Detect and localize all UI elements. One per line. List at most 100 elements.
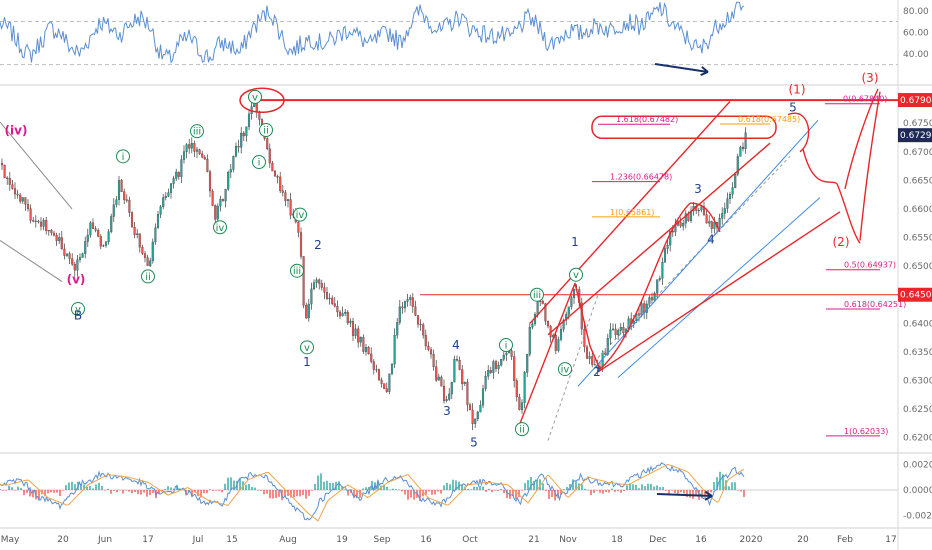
candle-body bbox=[401, 306, 404, 309]
macd-histogram-bar bbox=[26, 490, 28, 493]
candle-body bbox=[73, 264, 76, 271]
macd-histogram-bar bbox=[92, 488, 94, 490]
candle-body bbox=[341, 313, 344, 317]
red-wave-sketch bbox=[859, 91, 881, 241]
candle-body bbox=[640, 303, 643, 316]
red-wave-sketch bbox=[689, 202, 721, 233]
candle-body bbox=[84, 241, 87, 254]
fib-level-label: 0.618(0.64251) bbox=[844, 300, 906, 309]
candle-body bbox=[245, 126, 248, 137]
macd-histogram-bar bbox=[395, 489, 397, 490]
macd-histogram-bar bbox=[449, 484, 451, 490]
candle-body bbox=[424, 334, 427, 347]
wave-label-circle bbox=[569, 267, 583, 282]
wave-label-minor: iv bbox=[216, 223, 225, 234]
macd-histogram-bar bbox=[548, 490, 550, 499]
macd-histogram-bar bbox=[503, 490, 505, 494]
candle-body bbox=[3, 164, 6, 179]
candle-body bbox=[723, 208, 726, 214]
macd-histogram-bar bbox=[410, 490, 412, 498]
candle-body bbox=[718, 218, 721, 228]
wave-label-circle bbox=[213, 220, 227, 235]
red-wave-sketch bbox=[787, 112, 810, 153]
wave-label-circle bbox=[141, 269, 155, 284]
wave-label-circle bbox=[116, 149, 130, 164]
date-tick-label: 15 bbox=[226, 535, 237, 545]
macd-histogram-bar bbox=[668, 490, 670, 495]
wave-label-circle bbox=[293, 207, 307, 222]
trendline bbox=[0, 239, 63, 282]
macd-histogram-bar bbox=[86, 486, 88, 490]
candle-body bbox=[710, 221, 713, 229]
macd-histogram-bar bbox=[473, 486, 475, 490]
date-tick-label: Sep bbox=[374, 535, 391, 545]
candle-body bbox=[193, 143, 196, 152]
candle-body bbox=[336, 305, 339, 313]
red-wave-sketch bbox=[519, 282, 601, 424]
candle-body bbox=[474, 418, 477, 424]
candle-body bbox=[497, 365, 500, 369]
macd-histogram-bar bbox=[74, 484, 76, 490]
macd-histogram-bar bbox=[260, 490, 262, 491]
macd-histogram-bar bbox=[407, 490, 409, 500]
candle-body bbox=[32, 220, 35, 222]
macd-histogram-bar bbox=[140, 490, 142, 495]
wave-label-major: 1 bbox=[303, 355, 311, 369]
candle-body bbox=[442, 386, 446, 402]
candle-body bbox=[536, 300, 539, 315]
price-marker-box bbox=[898, 287, 932, 302]
candle-body bbox=[11, 184, 14, 189]
candle-body bbox=[175, 171, 178, 179]
candle-body bbox=[422, 324, 425, 336]
candle-body bbox=[484, 376, 487, 389]
candle-body bbox=[445, 399, 448, 402]
candle-body bbox=[55, 235, 58, 241]
candle-body bbox=[219, 198, 222, 207]
fib-level-label: 0.618(0.67485) bbox=[738, 115, 800, 124]
macd-histogram-bar bbox=[509, 490, 511, 499]
candle-body bbox=[609, 329, 612, 339]
macd-histogram-bar bbox=[143, 490, 145, 493]
macd-histogram-bar bbox=[488, 488, 490, 490]
macd-histogram-bar bbox=[146, 490, 148, 497]
macd-histogram-bar bbox=[545, 490, 547, 491]
candle-body bbox=[154, 227, 157, 243]
macd-histogram-bar bbox=[83, 484, 85, 490]
candle-body bbox=[515, 380, 518, 398]
macd-histogram-bar bbox=[494, 490, 496, 491]
macd-histogram-bar bbox=[365, 487, 367, 490]
candle-body bbox=[237, 146, 240, 148]
macd-histogram-bar bbox=[500, 488, 502, 490]
candle-body bbox=[419, 323, 422, 326]
wave-label-primary: (1) bbox=[789, 82, 806, 96]
macd-histogram-bar bbox=[455, 480, 457, 490]
candle-body bbox=[393, 335, 396, 365]
candle-body bbox=[398, 306, 401, 323]
macd-histogram-bar bbox=[476, 486, 478, 490]
fib-level-label: 1(0.62033) bbox=[844, 427, 888, 436]
candle-body bbox=[81, 253, 84, 258]
macd-histogram-bar bbox=[524, 483, 526, 490]
macd-histogram-bar bbox=[311, 490, 313, 491]
macd-histogram-bar bbox=[359, 490, 361, 498]
wave-label-circle bbox=[300, 340, 314, 355]
wave-label-primary: (2) bbox=[833, 235, 850, 249]
macd-histogram-bar bbox=[728, 486, 730, 490]
macd-histogram-bar bbox=[683, 490, 685, 494]
macd-histogram-bar bbox=[329, 482, 331, 490]
candle-body bbox=[726, 198, 729, 209]
macd-histogram-bar bbox=[266, 490, 268, 494]
candle-body bbox=[68, 253, 71, 259]
wave-label-major: 3 bbox=[694, 182, 702, 196]
macd-histogram-bar bbox=[506, 490, 508, 499]
wave-label-major: 4 bbox=[707, 232, 715, 246]
wave-label-circle bbox=[530, 287, 544, 302]
candle-body bbox=[211, 190, 214, 206]
macd-histogram-bar bbox=[152, 490, 154, 494]
rsi-tick-label: 60.00 bbox=[903, 28, 929, 38]
